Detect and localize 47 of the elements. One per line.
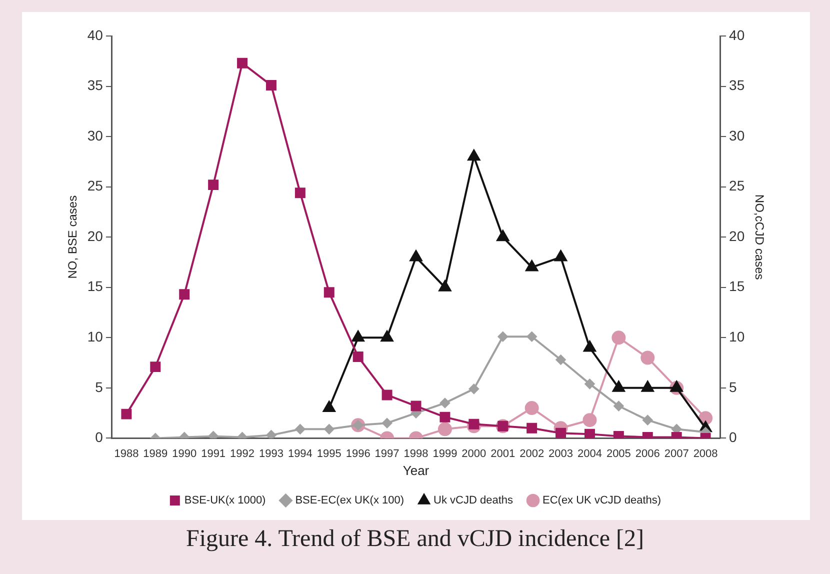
text: Figure 4. Trend of BSE and vCJD incidence [2]: [185, 526, 645, 553]
x-tick-label: 1991: [201, 448, 226, 460]
y-tick-label: 15: [87, 278, 104, 294]
x-tick-label: 1995: [316, 448, 342, 460]
y-tick-label: 25: [87, 178, 104, 194]
x-tick-label: 1998: [404, 448, 428, 460]
x-tick-label: 2002: [520, 448, 544, 460]
legend-label: BSE-EC(ex UK(x 100): [295, 494, 404, 507]
legend-label: EC(ex UK vCJD deaths): [542, 494, 662, 507]
y-tick-label: 40: [87, 26, 104, 43]
x-tick-label: 2005: [606, 448, 631, 460]
x-tick-label: 2006: [635, 448, 660, 460]
y-tick-label: 0: [95, 429, 104, 446]
x-tick-label: 1994: [288, 448, 312, 460]
x-tick-label: 2001: [490, 448, 516, 460]
y-tick-label: 35: [87, 77, 104, 94]
x-tick-label: 1989: [143, 448, 168, 460]
y2-tick-label: 20: [729, 228, 745, 244]
x-axis-title: Year: [402, 462, 430, 478]
y2-tick-label: 0: [729, 429, 738, 446]
x-tick-label: 2007: [664, 448, 689, 460]
y2-tick-label: 15: [729, 278, 745, 294]
x-tick-label: 1990: [172, 448, 197, 460]
y2-tick-label: 40: [729, 26, 745, 43]
legend-label: BSE-UK(x 1000): [184, 494, 266, 507]
y2-tick-label: 35: [729, 77, 745, 94]
x-tick-label: 2004: [577, 448, 602, 460]
y2-tick-label: 5: [729, 378, 738, 395]
y2-axis-title: NO,cCJD cases: [752, 194, 766, 280]
y2-tick-label: 30: [729, 127, 745, 144]
x-tick-label: 2003: [548, 448, 574, 460]
y-tick-label: 30: [87, 127, 104, 144]
y-tick-label: 5: [95, 378, 104, 395]
x-tick-label: 2008: [693, 448, 718, 460]
y2-tick-label: 10: [729, 328, 745, 345]
y-tick-label: 10: [87, 328, 104, 345]
y-axis-title: NO, BSE cases: [66, 195, 80, 279]
x-tick-label: 1996: [346, 448, 370, 460]
x-tick-label: 1997: [374, 448, 400, 460]
y-tick-label: 20: [87, 228, 104, 244]
y2-tick-label: 25: [729, 178, 745, 194]
x-tick-label: 2000: [462, 448, 486, 460]
x-tick-label: 1988: [114, 448, 139, 460]
x-tick-label: 1992: [230, 448, 255, 460]
x-tick-label: 1999: [432, 448, 458, 460]
legend-label: Uk vCJD deaths: [434, 494, 514, 507]
x-tick-label: 1993: [258, 448, 284, 460]
